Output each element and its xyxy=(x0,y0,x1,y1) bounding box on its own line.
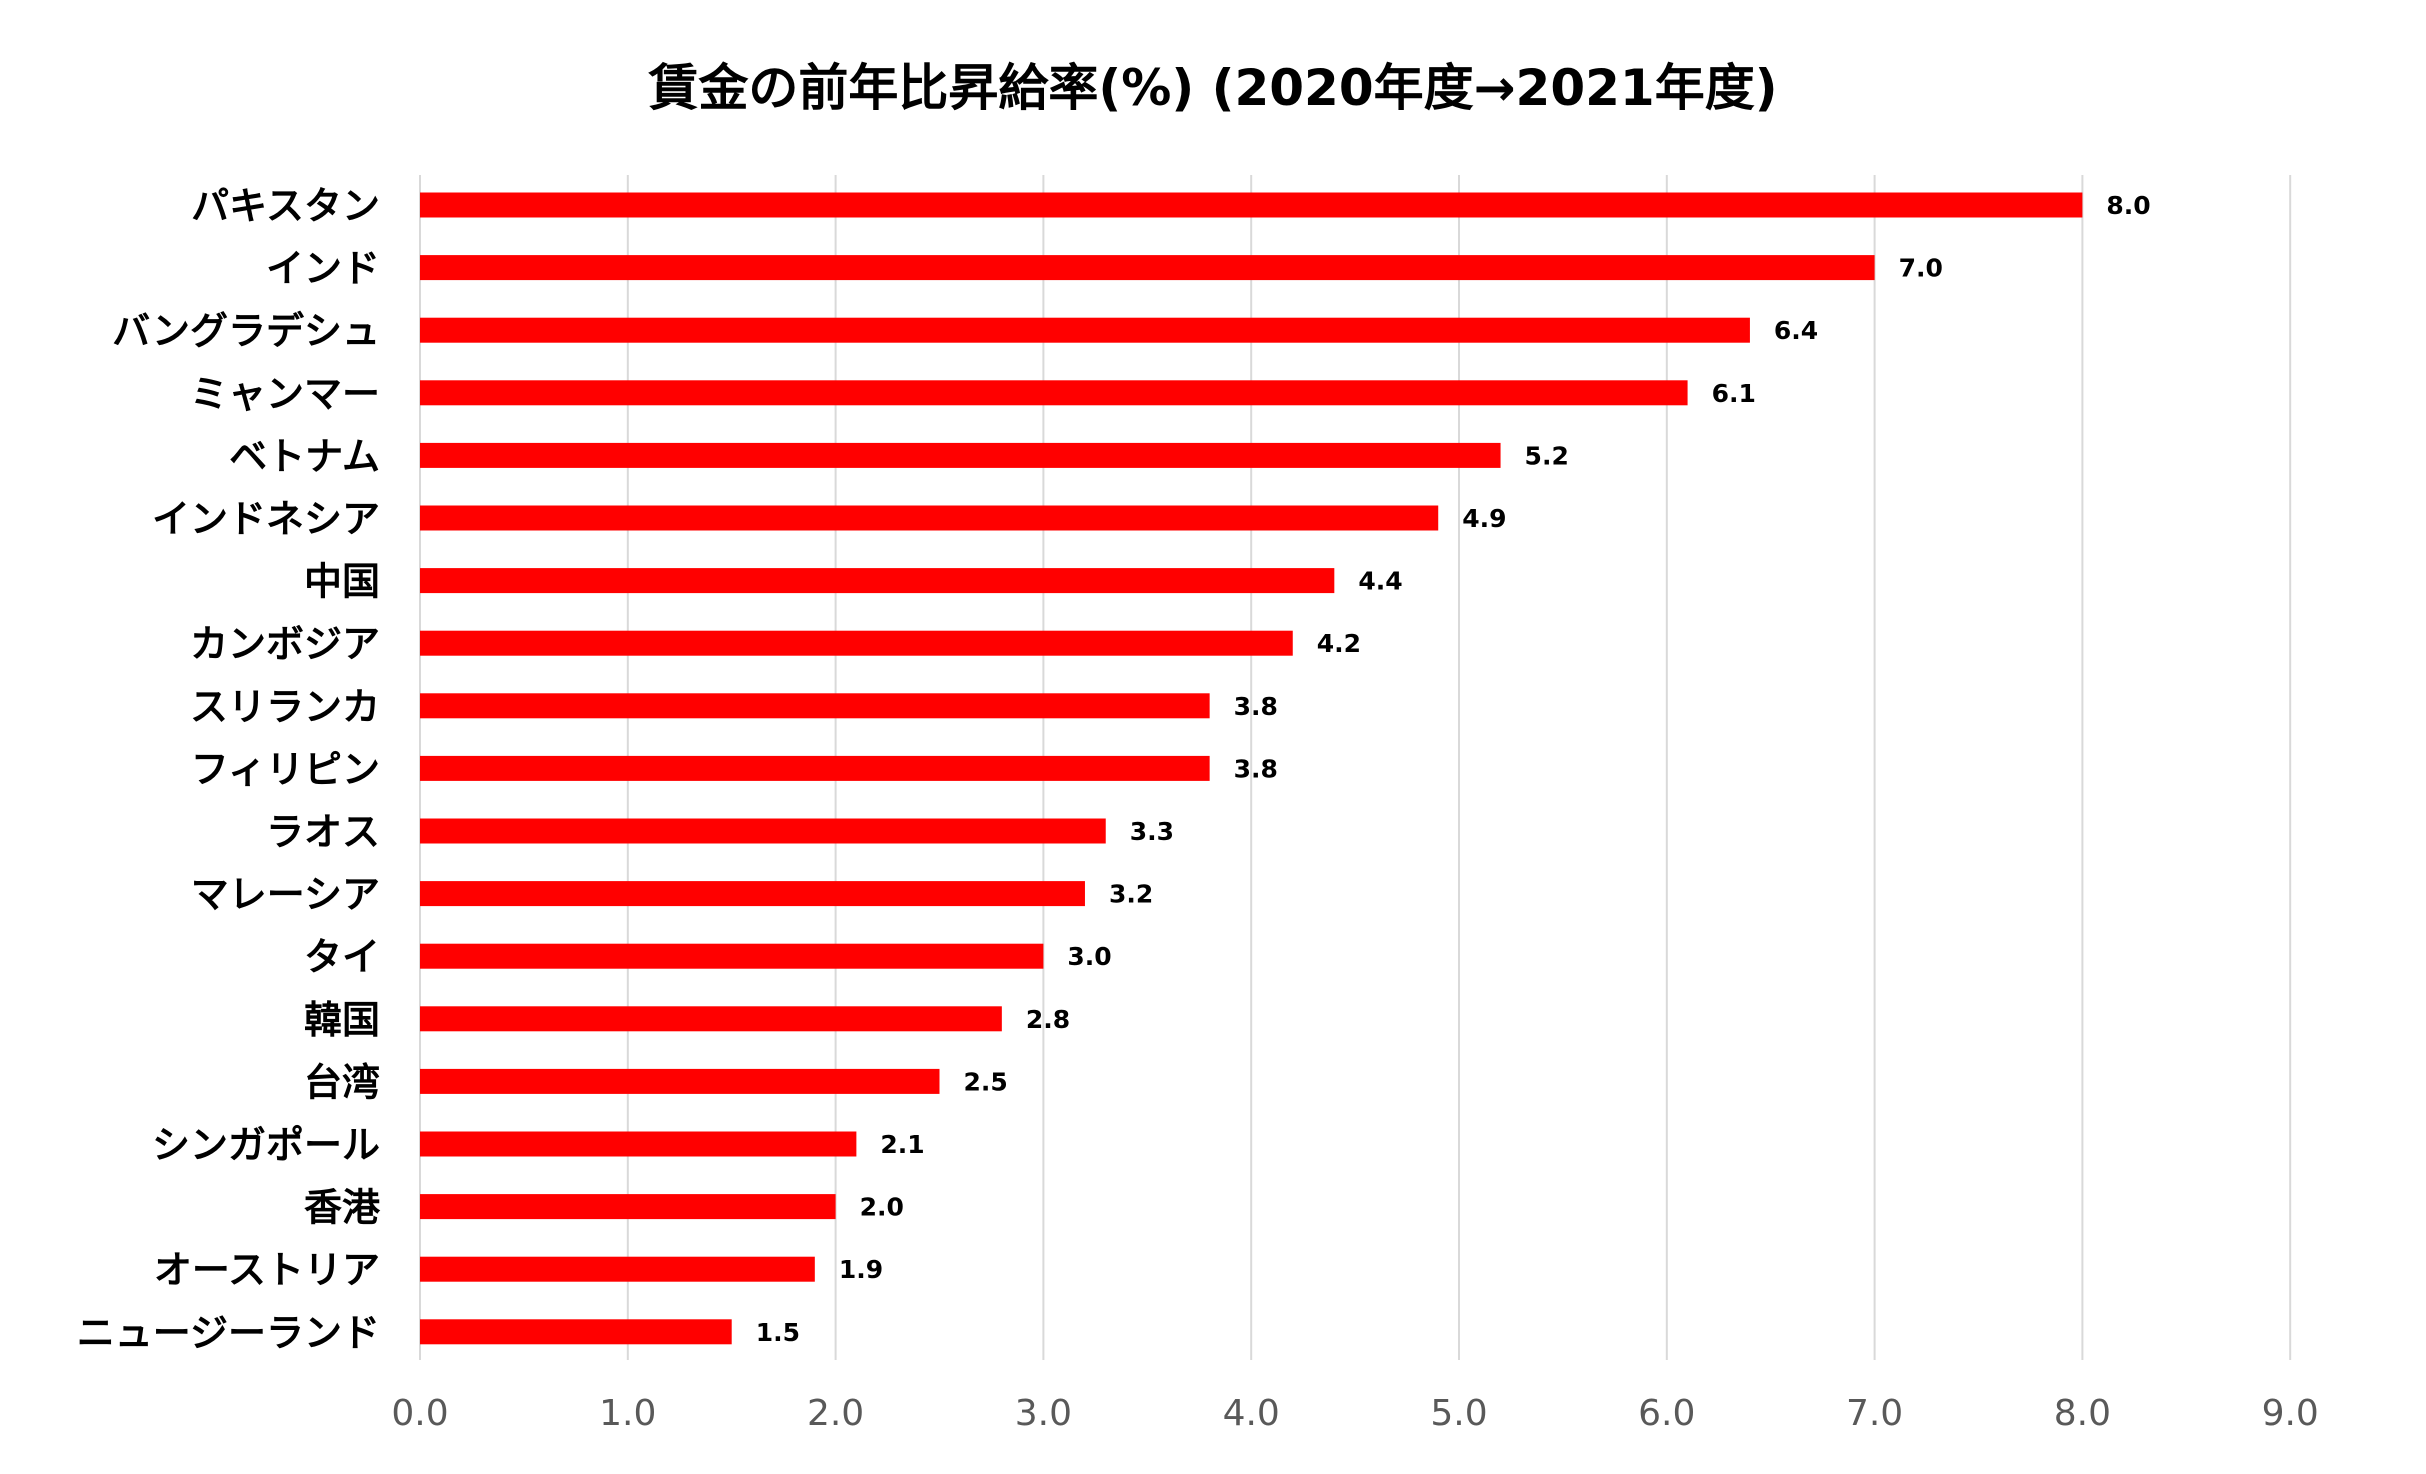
category-label: ラオス xyxy=(266,810,380,854)
bar-data-label: 2.1 xyxy=(880,1130,924,1159)
bar-data-label: 3.2 xyxy=(1109,880,1153,909)
category-label: インドネシア xyxy=(152,497,380,541)
category-label: ベトナム xyxy=(229,434,380,478)
category-label: ニュージーランド xyxy=(77,1311,380,1355)
data-labels: 8.0 7.0 6.4 6.1 5.2 4.9 4.4 4.2 3.8 3.8 3.3 3.2 3.0 2… xyxy=(756,191,2151,1347)
x-tick-label: 1.0 xyxy=(599,1393,656,1434)
category-label: 台湾 xyxy=(304,1060,380,1104)
bar xyxy=(420,442,1501,468)
bar-data-label: 4.9 xyxy=(1462,504,1506,533)
bar xyxy=(420,568,1335,594)
bar xyxy=(420,1256,815,1282)
bar-data-label: 1.5 xyxy=(756,1318,800,1347)
category-label: オーストリア xyxy=(154,1248,380,1292)
bar-data-label: 6.1 xyxy=(1712,379,1756,408)
x-tick-label: 5.0 xyxy=(1430,1393,1487,1434)
bar-data-label: 2.5 xyxy=(964,1067,1008,1096)
category-label: フィリピン xyxy=(191,747,380,791)
category-label: 韓国 xyxy=(304,998,380,1042)
category-label: タイ xyxy=(304,935,380,979)
bar-data-label: 1.9 xyxy=(839,1255,883,1284)
category-label: マレーシア xyxy=(191,873,380,917)
bar-data-label: 4.2 xyxy=(1317,629,1361,658)
category-label: 香港 xyxy=(304,1186,381,1230)
bar xyxy=(420,1131,857,1157)
bar-data-label: 3.8 xyxy=(1234,692,1278,721)
bar xyxy=(420,943,1044,969)
bars xyxy=(420,192,2083,1345)
category-label: カンボジア xyxy=(190,622,380,666)
bar xyxy=(420,755,1210,781)
x-tick-label: 3.0 xyxy=(1015,1393,1072,1434)
bar-data-label: 2.0 xyxy=(860,1193,904,1222)
bar-data-label: 3.3 xyxy=(1130,817,1174,846)
bar xyxy=(420,1194,836,1220)
category-label: インド xyxy=(266,247,380,291)
category-label: 中国 xyxy=(304,560,380,604)
x-tick-label: 9.0 xyxy=(2262,1393,2319,1434)
bar-data-label: 5.2 xyxy=(1525,441,1569,470)
bar xyxy=(420,192,2083,218)
bar xyxy=(420,630,1293,656)
bar-data-label: 3.0 xyxy=(1067,942,1111,971)
x-axis-tick-labels: 0.0 1.0 2.0 3.0 4.0 5.0 6.0 7.0 8.0 9.0 xyxy=(391,1393,2318,1434)
bar xyxy=(420,1068,940,1094)
chart-title: 賃金の前年比昇給率(%) (2020年度→2021年度) xyxy=(648,59,1778,117)
bar-data-label: 6.4 xyxy=(1774,316,1818,345)
x-tick-label: 6.0 xyxy=(1638,1393,1695,1434)
bar-data-label: 3.8 xyxy=(1234,754,1278,783)
bar xyxy=(420,255,1875,281)
x-tick-label: 7.0 xyxy=(1846,1393,1903,1434)
category-label: シンガポール xyxy=(152,1123,380,1167)
bar-data-label: 8.0 xyxy=(2106,191,2150,220)
bar xyxy=(420,317,1750,343)
x-tick-label: 2.0 xyxy=(807,1393,864,1434)
bar xyxy=(420,380,1688,406)
category-label: ミャンマー xyxy=(190,372,380,416)
category-label: スリランカ xyxy=(190,685,380,729)
bar xyxy=(420,1006,1002,1032)
x-tick-label: 0.0 xyxy=(391,1393,448,1434)
category-labels: パキスタンインドバングラデシュミャンマーベトナムインドネシア中国カンボジアスリラ… xyxy=(77,184,381,1355)
bar xyxy=(420,1319,732,1345)
category-label: バングラデシュ xyxy=(112,309,380,353)
bar-data-label: 2.8 xyxy=(1026,1005,1070,1034)
x-tick-label: 4.0 xyxy=(1223,1393,1280,1434)
x-tick-label: 8.0 xyxy=(2054,1393,2111,1434)
bar-data-label: 4.4 xyxy=(1358,567,1402,596)
bar xyxy=(420,818,1106,844)
bar xyxy=(420,693,1210,719)
bar xyxy=(420,881,1085,907)
bar xyxy=(420,505,1439,531)
bar-data-label: 7.0 xyxy=(1899,254,1943,283)
category-label: パキスタン xyxy=(191,184,380,228)
